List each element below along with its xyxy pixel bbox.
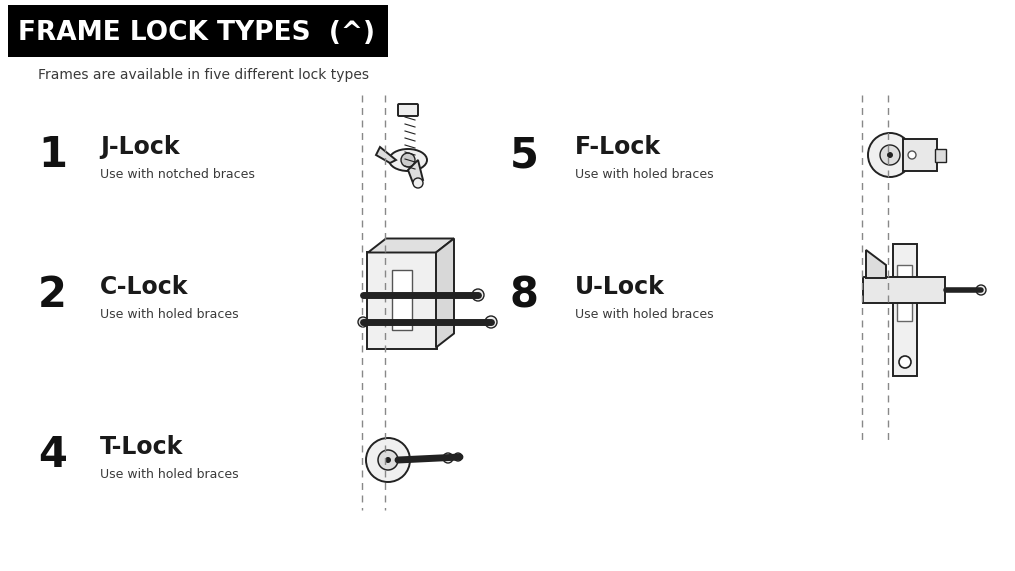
Polygon shape	[408, 160, 423, 183]
Circle shape	[443, 453, 453, 463]
Text: Use with notched braces: Use with notched braces	[100, 168, 255, 182]
Text: 4: 4	[38, 434, 67, 476]
FancyBboxPatch shape	[367, 251, 437, 348]
FancyBboxPatch shape	[897, 264, 912, 320]
FancyBboxPatch shape	[398, 104, 418, 116]
Text: Use with holed braces: Use with holed braces	[100, 468, 239, 481]
Circle shape	[880, 145, 900, 165]
Polygon shape	[866, 250, 886, 278]
FancyBboxPatch shape	[863, 277, 945, 303]
Text: 5: 5	[510, 134, 539, 176]
Text: 2: 2	[38, 274, 67, 316]
Circle shape	[378, 450, 398, 470]
FancyBboxPatch shape	[903, 139, 937, 171]
Text: T-Lock: T-Lock	[100, 435, 184, 459]
Circle shape	[366, 438, 410, 482]
Text: U-Lock: U-Lock	[576, 275, 665, 299]
Text: Use with holed braces: Use with holed braces	[100, 308, 239, 321]
Polygon shape	[368, 239, 454, 252]
Circle shape	[454, 453, 462, 461]
FancyBboxPatch shape	[893, 244, 917, 376]
Text: Use with holed braces: Use with holed braces	[576, 308, 714, 321]
Circle shape	[887, 152, 893, 158]
Circle shape	[413, 178, 423, 188]
Circle shape	[401, 153, 415, 167]
Circle shape	[358, 317, 368, 327]
Polygon shape	[436, 239, 454, 348]
FancyBboxPatch shape	[392, 270, 412, 330]
Text: Use with holed braces: Use with holed braces	[576, 168, 714, 182]
FancyBboxPatch shape	[8, 5, 388, 57]
Circle shape	[976, 285, 986, 295]
Text: C-Lock: C-Lock	[100, 275, 189, 299]
Circle shape	[385, 457, 391, 463]
Circle shape	[868, 133, 912, 177]
Text: J-Lock: J-Lock	[100, 135, 180, 159]
Polygon shape	[376, 147, 396, 163]
Circle shape	[472, 289, 484, 301]
Text: 1: 1	[38, 134, 67, 176]
Text: 8: 8	[510, 274, 539, 316]
Text: FRAME LOCK TYPES  (^): FRAME LOCK TYPES (^)	[18, 20, 375, 46]
Circle shape	[908, 151, 916, 159]
Circle shape	[485, 316, 497, 328]
Ellipse shape	[389, 149, 427, 171]
Circle shape	[899, 356, 911, 368]
Text: Frames are available in five different lock types: Frames are available in five different l…	[38, 68, 369, 82]
Text: F-Lock: F-Lock	[576, 135, 661, 159]
FancyBboxPatch shape	[936, 148, 947, 162]
